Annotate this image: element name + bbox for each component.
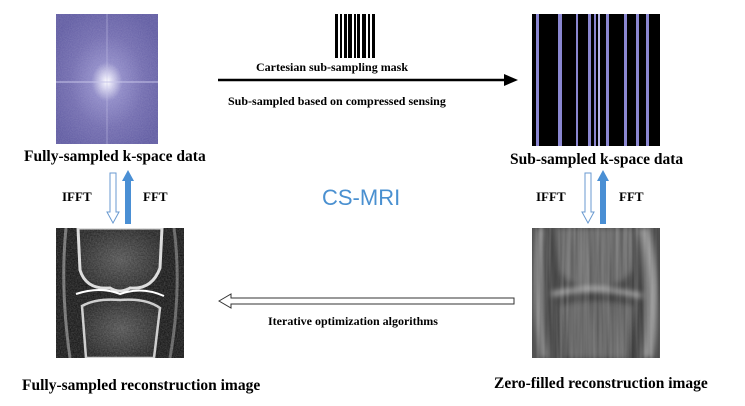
right-fft-arrow (597, 170, 609, 224)
subsampling-arrow (218, 74, 518, 86)
iterative-optimization-arrow (218, 293, 515, 309)
left-fft-arrow (122, 170, 134, 224)
left-ifft-arrow (106, 172, 120, 224)
cartesian-mask-image (335, 14, 377, 58)
sub-sampled-kspace-label: Sub-sampled k-space data (510, 151, 684, 168)
fully-sampled-reconstruction-image (56, 228, 184, 358)
mask-label: Cartesian sub-sampling mask (256, 60, 409, 74)
zero-filled-reconstruction-label: Zero-filled reconstruction image (494, 375, 708, 392)
top-arrow-label: Sub-sampled based on compressed sensing (228, 94, 446, 108)
right-fft-label: FFT (619, 189, 644, 204)
right-ifft-label: IFFT (536, 189, 566, 204)
right-ifft-arrow (581, 172, 595, 224)
bottom-arrow-label: Iterative optimization algorithms (268, 314, 438, 328)
fully-sampled-kspace-label: Fully-sampled k-space data (24, 148, 206, 165)
cs-mri-label: CS-MRI (322, 185, 401, 210)
zero-filled-reconstruction-image (532, 228, 660, 358)
left-ifft-label: IFFT (62, 189, 92, 204)
sub-sampled-kspace-image (532, 14, 660, 146)
fully-sampled-reconstruction-label: Fully-sampled reconstruction image (22, 377, 261, 394)
left-fft-label: FFT (143, 189, 168, 204)
fully-sampled-kspace-image (56, 14, 158, 144)
